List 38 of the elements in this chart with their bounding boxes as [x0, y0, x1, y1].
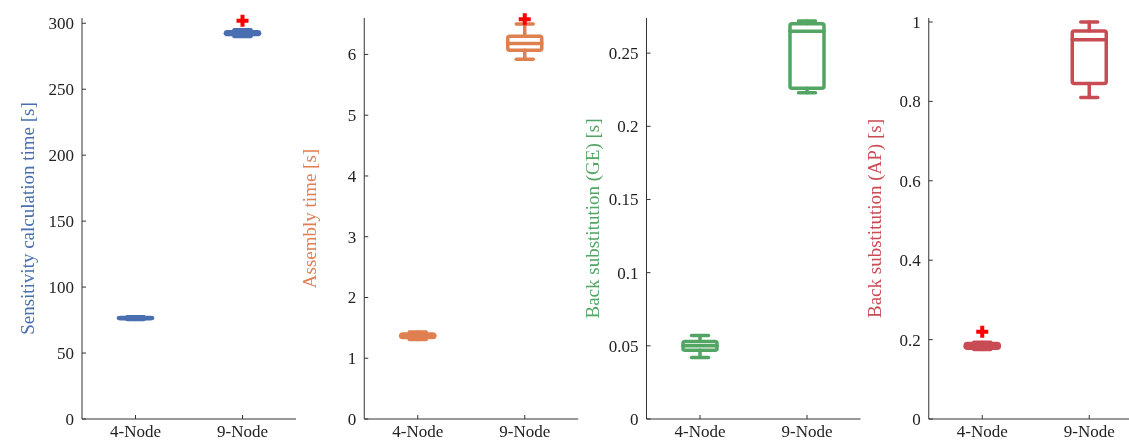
y-tick-label: 0.15: [608, 190, 639, 210]
y-tick-label: 0.25: [608, 44, 639, 64]
y-axis-title: Back substitution (GE) [s]: [581, 118, 604, 319]
y-axis-title: Back substitution (AP) [s]: [863, 119, 886, 318]
y-tick-label: 0.8: [899, 92, 921, 112]
y-tick-label: 1: [912, 12, 921, 32]
y-tick-label: 1: [347, 349, 357, 369]
y-tick-label: 0: [347, 409, 357, 429]
x-tick-label: 4-Node: [110, 422, 161, 441]
y-tick-label: 0.2: [899, 330, 921, 350]
y-tick-label: 0.6: [899, 171, 921, 191]
y-tick-label: 0.4: [899, 251, 922, 271]
x-tick-label: 9-Node: [217, 422, 268, 441]
y-tick-label: 50: [57, 344, 74, 363]
y-axis-title: Assembly time [s]: [299, 148, 321, 289]
y-tick-label: 250: [48, 80, 74, 100]
x-tick-label: 9-Node: [781, 422, 833, 441]
y-axis-title: Sensitivity calculation time [s]: [17, 102, 38, 335]
y-tick-label: 0: [630, 409, 639, 429]
y-tick-label: 150: [48, 212, 74, 232]
x-tick-label: 4-Node: [392, 422, 444, 441]
y-tick-label: 100: [48, 278, 74, 298]
y-tick-label: 3: [347, 227, 357, 247]
y-tick-label: 0.2: [617, 117, 639, 137]
y-tick-label: 200: [48, 146, 74, 166]
y-tick-label: 0: [912, 409, 921, 429]
y-tick-label: 6: [347, 45, 357, 65]
x-tick-label: 4-Node: [956, 422, 1008, 441]
y-tick-label: 300: [48, 14, 74, 34]
y-tick-label: 0: [65, 409, 74, 429]
x-tick-label: 4-Node: [674, 422, 726, 441]
x-tick-label: 9-Node: [1063, 422, 1115, 441]
x-tick-label: 9-Node: [499, 422, 551, 441]
y-tick-label: 5: [347, 106, 357, 126]
y-tick-label: 0.1: [617, 263, 639, 283]
y-tick-label: 2: [347, 288, 357, 308]
y-tick-label: 4: [347, 166, 357, 186]
y-tick-label: 0.05: [608, 336, 639, 356]
